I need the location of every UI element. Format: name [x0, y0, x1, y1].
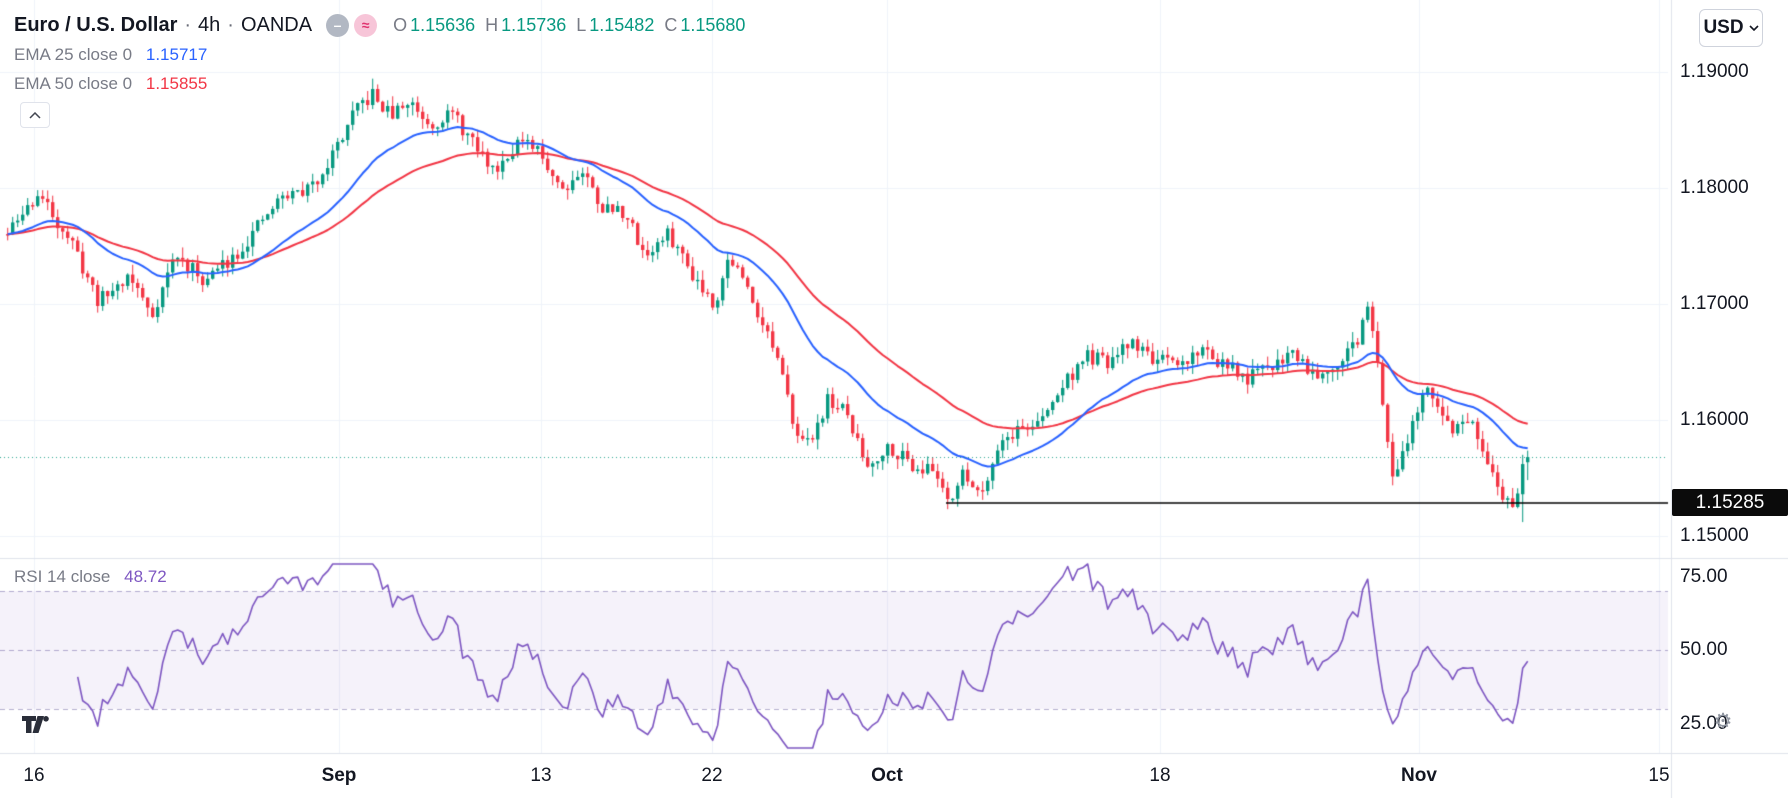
indicator-value: 1.15855 — [145, 74, 208, 93]
rsi-axis-label: 25.00 — [1680, 712, 1728, 734]
separator-dot: · — [184, 13, 192, 36]
time-axis-label: Sep — [321, 765, 357, 786]
ohlc-open-value: 1.15636 — [410, 14, 476, 35]
interval-label: 4h — [198, 13, 221, 36]
time-axis-label: 18 — [1149, 765, 1171, 786]
indicator-legend-ema50[interactable]: EMA 50 close 0 1.15855 — [14, 74, 207, 94]
indicator-legend-rsi[interactable]: RSI 14 close 48.72 — [14, 567, 167, 587]
ohlc-low: L 1.15482 — [576, 15, 654, 36]
ohlc-open-label: O — [393, 14, 408, 35]
price-axis-label: 1.18000 — [1680, 177, 1749, 198]
rsi-axis-label: 75.00 — [1680, 565, 1728, 587]
time-axis-label: 13 — [530, 765, 552, 786]
price-axis-label: 1.17000 — [1680, 293, 1749, 314]
ohlc-close: C 1.15680 — [664, 15, 745, 36]
indicator-name: RSI 14 close — [14, 567, 111, 586]
chevron-up-icon — [29, 111, 41, 119]
exchange-label: OANDA — [240, 13, 313, 36]
tradingview-logo-mark — [22, 716, 49, 733]
ohlc-low-value: 1.15482 — [589, 14, 655, 35]
price-axis-label: 1.16000 — [1680, 409, 1749, 430]
time-axis[interactable]: 16 Sep 13 22 Oct 18 Nov 15 — [0, 753, 1788, 798]
rsi-axis-label: 50.00 — [1680, 639, 1728, 660]
time-axis-label: Oct — [871, 765, 903, 786]
price-line-badge: 1.15285 — [1672, 489, 1788, 516]
ohlc-high-value: 1.15736 — [501, 14, 567, 35]
indicator-name: EMA 50 close 0 — [14, 74, 133, 93]
ohlc-readout: O 1.15636 H 1.15736 L 1.15482 C 1.15680 — [393, 15, 755, 36]
price-axis-label: 1.15000 — [1680, 525, 1749, 546]
rsi-axis[interactable]: 75.00 50.00 25.00 — [1672, 558, 1788, 753]
indicator-name: EMA 25 close 0 — [14, 45, 133, 64]
indicator-value: 1.15717 — [145, 45, 208, 64]
ohlc-low-label: L — [576, 14, 587, 35]
currency-toggle-button[interactable]: USD — [1699, 9, 1763, 47]
market-status-wave-icon[interactable]: ≈ — [354, 13, 378, 37]
symbol-header[interactable]: Euro / U.S. Dollar · 4h · OANDA – ≈ O 1.1… — [14, 11, 755, 39]
tradingview-logo[interactable] — [22, 714, 52, 740]
ohlc-close-value: 1.15680 — [680, 14, 746, 35]
ohlc-open: O 1.15636 — [393, 15, 475, 36]
symbol-title: Euro / U.S. Dollar — [14, 13, 178, 36]
separator-dot: · — [227, 13, 234, 36]
time-axis-label: Nov — [1401, 765, 1437, 786]
ohlc-high: H 1.15736 — [485, 15, 566, 36]
price-axis-label: 1.19000 — [1680, 61, 1749, 82]
chevron-down-icon — [1748, 25, 1759, 31]
pane-settings-gear-icon[interactable]: ⚙ — [1713, 709, 1733, 733]
time-axis-label: 22 — [701, 765, 723, 786]
currency-label: USD — [1703, 17, 1744, 38]
market-status-dash-icon[interactable]: – — [326, 13, 350, 37]
ohlc-high-label: H — [485, 14, 499, 35]
indicator-legend-ema25[interactable]: EMA 25 close 0 1.15717 — [14, 45, 207, 65]
price-axis[interactable]: 1.19000 1.18000 1.17000 1.16000 1.15000 — [1672, 0, 1788, 558]
time-axis-label: 16 — [23, 765, 45, 786]
time-axis-label: 15 — [1648, 765, 1670, 786]
ohlc-close-label: C — [664, 14, 678, 35]
indicator-value: 48.72 — [124, 567, 167, 586]
legend-collapse-button[interactable] — [20, 102, 50, 128]
